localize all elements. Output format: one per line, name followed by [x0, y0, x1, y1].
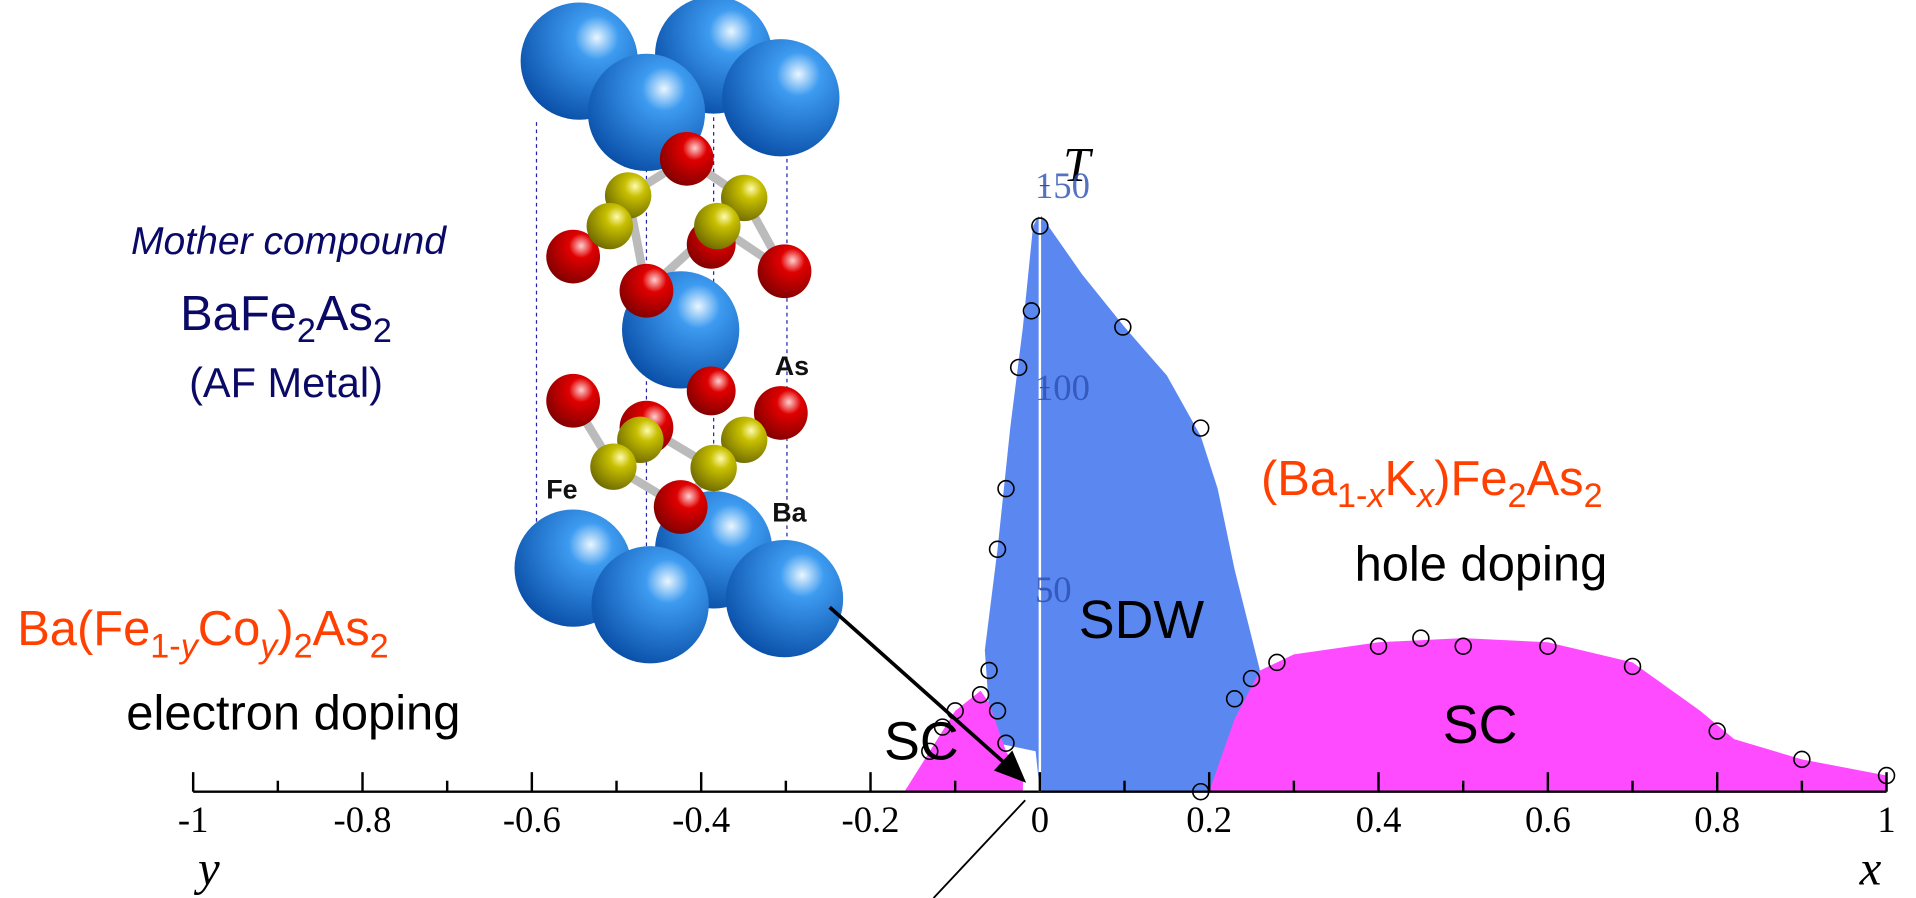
x-tick-label: 0.2	[1186, 799, 1232, 840]
formula-part: Ba(Fe	[17, 602, 150, 656]
formula-part: As	[316, 287, 373, 341]
annotation: Ba(Fe1-yCoy)2As2	[17, 602, 388, 665]
formula-part: BaFe	[180, 287, 297, 341]
x-axis-label: x	[1859, 841, 1882, 896]
y-tick-label: 150	[1035, 165, 1090, 206]
page: As Fe Ba Mother compound BaFe2As2 (AF Me…	[0, 0, 1916, 898]
formula-part: 1-	[150, 627, 180, 665]
formula-part: (Ba	[1261, 452, 1338, 506]
formula-part: As	[1527, 452, 1584, 506]
x-tick-label: -0.6	[503, 799, 561, 840]
x-tick-label: 0.4	[1356, 799, 1402, 840]
formula-part: 2	[1508, 477, 1527, 515]
x-tick-label: 0.8	[1694, 799, 1740, 840]
atom-label: Ba	[772, 498, 807, 528]
formula-part: y	[179, 627, 200, 665]
formula-part: y	[258, 627, 279, 665]
annotation: BaFe2As2	[180, 287, 392, 350]
x-tick-label: 0.6	[1525, 799, 1571, 840]
formula-part: As	[313, 602, 370, 656]
formula-part: 2	[294, 627, 313, 665]
y-tick-label: 50	[1035, 569, 1072, 610]
annotation: hole doping	[1355, 537, 1608, 591]
x-tick-label: 1	[1877, 799, 1895, 840]
formula-part: x	[1365, 477, 1386, 515]
region-label: SDW	[1079, 590, 1205, 650]
formula-part: Co	[198, 602, 260, 656]
formula-part: 2	[370, 627, 389, 665]
crystal-structure: As Fe Ba	[514, 0, 843, 663]
annotation: Mother compound	[131, 220, 447, 263]
formula-part: 2	[373, 312, 392, 350]
annotation: (Ba1-xKx)Fe2As2	[1261, 452, 1603, 515]
x-tick-label: -1	[178, 799, 209, 840]
region-label: SC	[1443, 695, 1518, 755]
formula-part: )	[277, 602, 293, 656]
x-tick-label: -0.4	[672, 799, 730, 840]
y-tick-label: 100	[1035, 367, 1090, 408]
formula-part: K	[1385, 452, 1418, 506]
formula-part: 1-	[1337, 477, 1367, 515]
x-axis-label: y	[193, 841, 220, 896]
formula-part: 2	[1584, 477, 1603, 515]
phase-region	[1209, 638, 1886, 792]
atom-label: Fe	[546, 474, 577, 504]
formula-part: 2	[297, 312, 316, 350]
annotation: (AF Metal)	[189, 359, 383, 406]
chart: As Fe Ba Mother compound BaFe2As2 (AF Me…	[0, 0, 1916, 898]
formula-part: x	[1415, 477, 1436, 515]
x-tick-label: -0.2	[842, 799, 900, 840]
atom-label: As	[775, 351, 809, 381]
annotation: electron doping	[126, 686, 460, 740]
x-tick-label: -0.8	[334, 799, 392, 840]
phase-region	[985, 214, 1260, 792]
x-tick-label: 0	[1031, 799, 1049, 840]
formula-part: )Fe	[1434, 452, 1507, 506]
